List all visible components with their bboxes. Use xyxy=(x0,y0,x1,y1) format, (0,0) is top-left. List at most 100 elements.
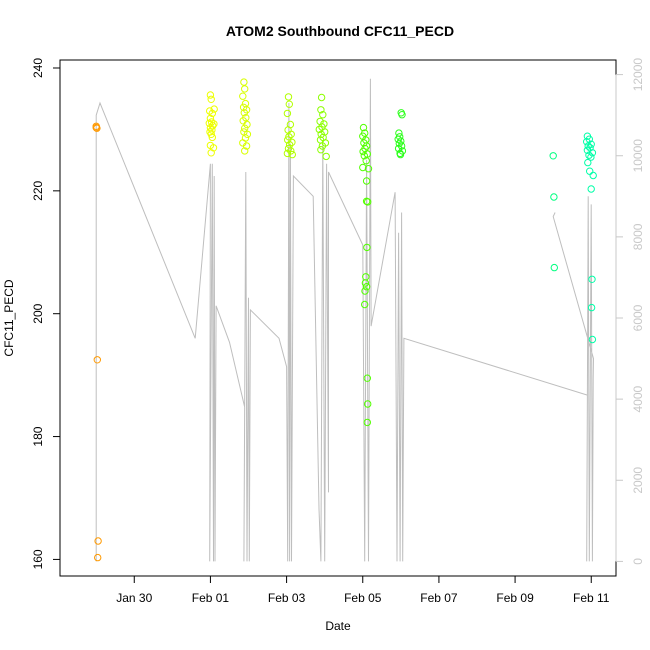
data-point xyxy=(210,105,218,113)
data-point xyxy=(207,149,215,157)
data-point xyxy=(206,114,215,123)
data-point xyxy=(284,93,293,101)
data-point xyxy=(319,111,327,119)
data-point xyxy=(206,91,215,99)
data-point xyxy=(587,153,595,161)
data-point xyxy=(241,85,249,93)
y-tick-label: 180 xyxy=(31,426,45,446)
data-point xyxy=(362,177,371,185)
data-point xyxy=(208,133,217,142)
data-point xyxy=(362,283,371,291)
data-point xyxy=(361,279,370,287)
plot-frame xyxy=(59,59,617,577)
x-tick-label: Feb 11 xyxy=(573,591,610,605)
data-point xyxy=(363,374,371,382)
data-point xyxy=(94,537,102,545)
x-axis-label: Date xyxy=(325,619,351,633)
data-point xyxy=(398,111,406,119)
data-point xyxy=(322,152,330,161)
data-point xyxy=(243,120,251,129)
data-point xyxy=(362,157,370,165)
y2-tick-label: 4000 xyxy=(631,385,645,412)
data-point xyxy=(239,92,247,100)
data-point xyxy=(588,335,597,344)
data-point xyxy=(318,142,327,150)
data-point xyxy=(241,147,249,155)
data-point xyxy=(207,130,215,139)
data-point xyxy=(241,99,250,108)
data-point xyxy=(210,120,218,128)
data-point xyxy=(284,136,292,144)
data-point xyxy=(363,418,371,427)
y-tick-label: 220 xyxy=(31,181,45,201)
data-point xyxy=(241,124,249,132)
data-point xyxy=(208,109,217,118)
data-point xyxy=(288,138,296,147)
data-point xyxy=(359,163,367,172)
data-point xyxy=(589,171,597,180)
data-point xyxy=(587,303,596,312)
data-point xyxy=(207,95,215,104)
chart-title: ATOM2 Southbound CFC11_PECD xyxy=(226,23,454,39)
y2-tick-label: 12000 xyxy=(631,58,645,92)
x-tick-label: Jan 30 xyxy=(116,591,152,605)
data-point xyxy=(549,152,557,160)
data-point xyxy=(239,117,247,125)
data-point xyxy=(588,275,596,283)
data-point xyxy=(283,109,292,118)
data-point xyxy=(361,300,369,309)
data-point xyxy=(395,139,403,148)
data-point xyxy=(94,553,102,562)
data-point xyxy=(364,400,372,408)
data-point xyxy=(586,167,594,175)
y-axis-right: 0 2000 4000 6000 8000 10000 12000 xyxy=(615,58,645,565)
data-point xyxy=(584,158,592,167)
y2-tick-label: 2000 xyxy=(631,467,645,494)
data-point xyxy=(206,107,214,115)
data-point xyxy=(284,144,293,153)
data-point xyxy=(93,124,101,132)
data-point xyxy=(359,147,367,156)
y-tick-label: 240 xyxy=(31,58,45,78)
y2-tick-label: 6000 xyxy=(631,304,645,331)
data-point xyxy=(283,149,292,158)
data-point xyxy=(587,185,595,193)
data-point xyxy=(584,142,592,150)
x-tick-label: Feb 05 xyxy=(344,591,382,605)
data-point xyxy=(243,130,252,139)
data-point xyxy=(241,134,250,142)
x-tick-label: Feb 07 xyxy=(420,591,458,605)
data-point xyxy=(398,147,407,155)
y2-tick-label: 0 xyxy=(631,558,645,565)
y2-tick-label: 10000 xyxy=(631,139,645,173)
data-point xyxy=(363,243,371,252)
data-point xyxy=(396,150,405,159)
y-tick-label: 160 xyxy=(31,549,45,569)
data-point xyxy=(209,122,217,130)
altitude-line xyxy=(95,78,595,562)
data-point xyxy=(359,123,368,132)
x-tick-label: Feb 09 xyxy=(496,591,534,605)
data-point xyxy=(585,135,593,143)
data-point xyxy=(240,78,248,86)
data-point xyxy=(360,152,368,160)
data-point xyxy=(287,130,295,139)
data-point xyxy=(240,109,249,117)
y-axis-label: CFC11_PECD xyxy=(2,279,16,356)
data-point xyxy=(585,151,593,159)
data-point xyxy=(93,356,102,364)
data-point xyxy=(317,106,325,114)
x-tick-label: Feb 03 xyxy=(268,591,306,605)
data-point xyxy=(364,165,373,173)
altitude-series-line xyxy=(95,78,595,562)
y-tick-label: 200 xyxy=(31,303,45,323)
data-point xyxy=(362,197,371,206)
data-point xyxy=(361,287,369,295)
data-point xyxy=(285,100,293,108)
x-axis: Jan 30 Feb 01 Feb 03 Feb 05 Feb 07 Feb 09 Feb … xyxy=(116,575,610,605)
data-point xyxy=(550,263,558,272)
x-tick-label: Feb 01 xyxy=(192,591,230,605)
data-point xyxy=(550,193,558,201)
data-point xyxy=(288,150,296,159)
